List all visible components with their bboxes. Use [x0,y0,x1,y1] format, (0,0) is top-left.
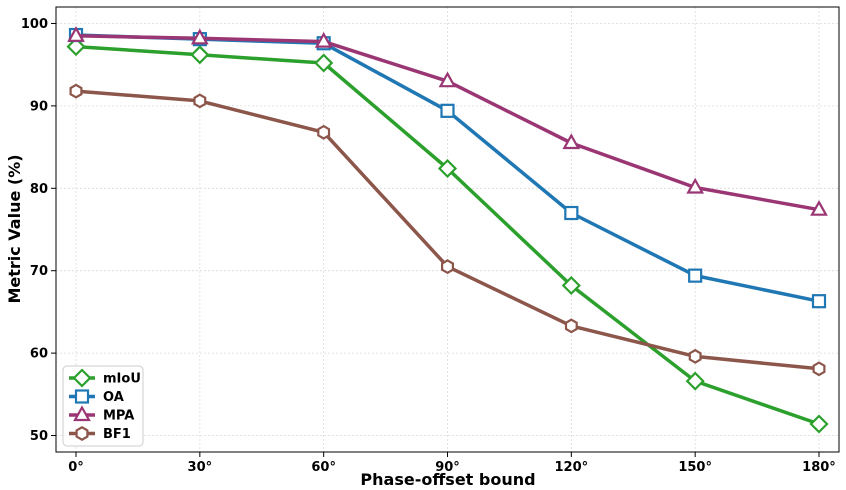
legend-bf1-label: BF1 [103,427,131,442]
x-tick-label: 0° [68,460,84,475]
x-tick-label: 30° [188,460,213,475]
legend: mIoU OA MPA BF1 [62,365,144,447]
miou-point [437,158,458,179]
bf1-point [688,348,702,364]
legend-mpa-label: MPA [103,409,134,424]
miou-point [685,371,705,391]
y-tick-label: 80 [30,182,48,197]
bf1-point [441,259,454,275]
y-tick-label: 60 [30,347,48,362]
mpa-point [314,31,333,48]
mpa-point [810,199,828,216]
oa-point [564,205,579,221]
mpa-point [67,26,85,42]
x-tick-label: 150° [678,460,712,475]
mpa-point [438,71,457,88]
miou-point [66,37,86,57]
series-miou [66,37,829,434]
oa-point [440,103,455,118]
axis-ticks: 50 60 70 80 90 100 0° 30° 60° 90° 120° 150° 180° [21,17,836,475]
series-mpa [67,26,828,216]
x-axis-title: Phase-offset bound [360,470,535,489]
oa-point [811,294,827,309]
legend-bf1-marker [75,426,89,441]
miou-point [809,414,829,434]
x-tick-label: 180° [802,460,836,475]
bf1-point [564,318,578,334]
miou-point [190,45,210,65]
legend-miou-marker [72,368,92,388]
x-tick-label: 60° [311,460,336,475]
mpa-point [686,177,705,194]
mpa-point [190,28,209,45]
bf1-point [69,83,83,99]
series-lines [66,26,829,434]
legend-mpa-marker [73,405,91,422]
bf1-point [812,361,826,377]
x-tick-label: 120° [555,460,589,475]
miou-point [561,275,581,296]
y-tick-label: 100 [21,17,48,32]
legend-oa-label: OA [103,390,124,405]
y-tick-label: 70 [30,264,48,279]
bf1-point [317,124,331,140]
oa-point [688,268,703,283]
series-bf1 [69,83,826,377]
y-axis-title: Metric Value (%) [5,154,24,303]
y-tick-label: 90 [30,99,48,114]
miou-point [314,53,334,73]
mpa-point [562,133,581,150]
bf1-point [193,93,207,109]
x-tick-label: 90° [435,460,460,475]
y-tick-label: 50 [30,429,48,444]
legend-oa-marker [74,389,90,404]
legend-miou-label: mIoU [103,372,141,387]
